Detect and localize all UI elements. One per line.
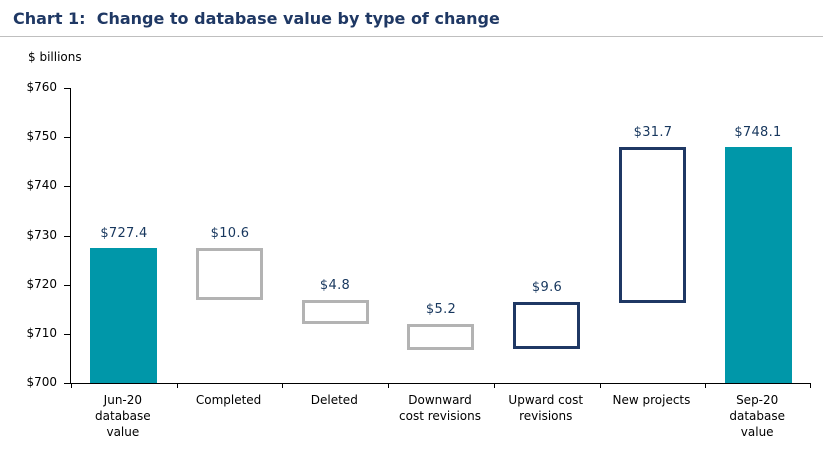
bar-new-projects [619,147,686,303]
bar-sep-20-database-value [725,147,792,383]
x-tick-mark [705,383,706,388]
y-tick-mark [64,88,70,89]
y-tick-label: $700 [26,375,57,389]
y-tick-mark [64,235,70,237]
x-tick-mark [71,383,72,388]
x-tick-mark [388,383,389,388]
y-tick-label: $740 [26,178,57,193]
bar-jun-20-database-value [90,248,157,383]
category-label-new-projects: New projects [612,393,691,407]
value-label-completed: $10.6 [210,226,250,241]
x-tick-mark [600,383,601,388]
value-label-jun-20-database-value: $727.4 [100,226,148,241]
bar-upward-cost-revisions [513,302,580,349]
value-label-deleted: $4.8 [319,278,351,293]
category-label-completed: Completed [195,393,262,407]
x-tick-mark [177,383,178,388]
y-axis: $700 $710 $720 $730 $740 $750 $760 [0,80,70,389]
bar-completed [196,248,263,300]
category-label-jun-20-database-value: Jun-20 database value [95,393,151,439]
bar-deleted [302,300,369,324]
x-tick-mark [810,383,811,388]
y-tick-label: $750 [26,129,57,144]
y-tick-mark [64,137,70,139]
bar-downward-cost-revisions [407,324,474,350]
x-axis-labels: Jun-20 database value Completed Deleted Downw… [70,392,810,440]
category-label-deleted: Deleted [310,393,358,407]
y-tick-mark [64,383,70,384]
y-tick-mark [64,186,70,188]
value-label-new-projects: $31.7 [633,125,673,140]
value-label-upward-cost-revisions: $9.6 [531,280,563,295]
category-label-sep-20-database-value: Sep-20 database value [729,393,785,439]
title-divider [0,36,823,37]
chart-title: Chart 1: Change to database value by typ… [13,9,500,28]
y-tick-label: $760 [26,80,57,94]
x-tick-mark [282,383,283,388]
y-axis-units-label: $ billions [28,50,82,64]
y-tick-mark [64,333,70,335]
y-tick-label: $720 [26,276,57,291]
x-tick-mark [494,383,495,388]
category-label-upward-cost-revisions: Upward cost revisions [508,393,584,423]
y-tick-label: $730 [26,227,57,242]
y-tick-mark [64,284,70,286]
plot-area: $727.4 $10.6 $4.8 $5.2 $9.6 $31.7 $748.1 [70,88,811,388]
value-label-downward-cost-revisions: $5.2 [425,302,457,317]
y-tick-label: $710 [26,325,57,340]
category-label-downward-cost-revisions: Downward cost revisions [399,393,481,423]
value-label-sep-20-database-value: $748.1 [734,125,782,140]
